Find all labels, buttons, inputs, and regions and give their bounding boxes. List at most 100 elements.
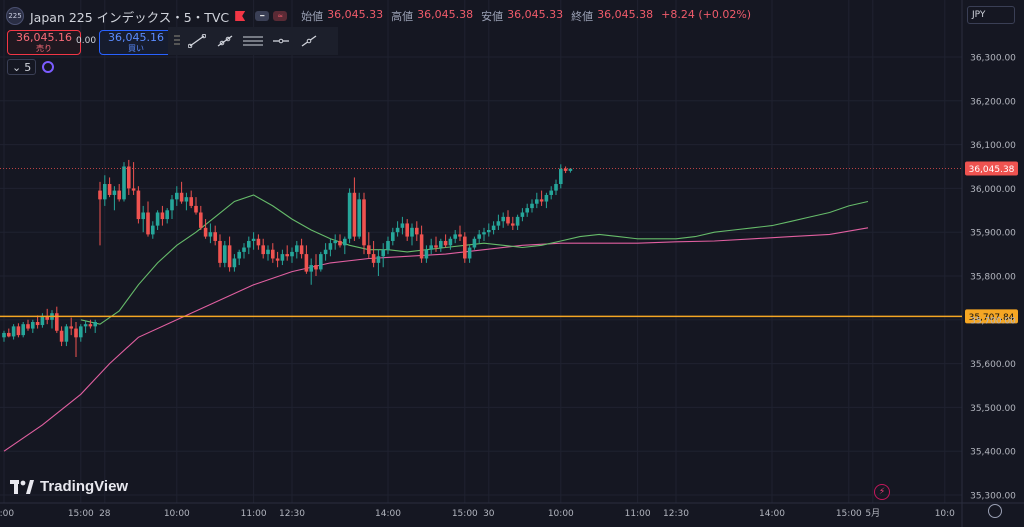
candle	[443, 234, 448, 248]
candle-body	[261, 245, 265, 255]
price-axis[interactable]: 36,300.00 36,200.00 36,100.00 36,000.00 35,9…	[970, 54, 1016, 502]
candle	[103, 175, 107, 206]
fib-icon[interactable]	[242, 32, 264, 50]
candle-body	[131, 188, 136, 191]
candle	[568, 168, 573, 173]
interval-dropdown[interactable]: ⌄ 5	[7, 59, 37, 75]
price-tick-label: 36,200.00	[970, 97, 1016, 107]
flag-icon[interactable]	[235, 11, 246, 21]
indicator-ring-icon[interactable]	[42, 61, 55, 73]
hline-price-label: 35,707.84	[969, 313, 1015, 323]
time-tick-label: 10:0	[935, 509, 955, 519]
currency-selector[interactable]: JPY	[967, 6, 1015, 24]
buy-button[interactable]: 36,045.16 買い	[99, 30, 173, 55]
candle	[333, 234, 337, 250]
candle-body	[530, 203, 534, 209]
candle-body	[11, 326, 16, 337]
candle	[170, 194, 174, 220]
candle-body	[151, 225, 155, 235]
minus-icon[interactable]: ━	[255, 11, 270, 21]
candle-body	[439, 240, 443, 248]
candle	[535, 192, 539, 209]
candle	[223, 240, 227, 268]
close-label: 終値	[571, 10, 594, 23]
candle	[295, 240, 299, 259]
candle	[208, 223, 213, 244]
candle-body	[237, 251, 241, 259]
candle	[131, 162, 136, 195]
candle	[463, 232, 467, 263]
candle	[112, 186, 117, 211]
horizontal-line[interactable]: 35,707.84	[0, 309, 1018, 324]
candle-body	[511, 223, 515, 226]
candle-body	[352, 192, 357, 237]
low-label: 安値	[481, 10, 504, 23]
candle	[290, 247, 294, 263]
brand-name: TradingView	[40, 478, 129, 495]
close-value: 36,045.38	[597, 8, 654, 21]
candle-body	[170, 199, 174, 211]
price-tick-label: 35,800.00	[970, 273, 1016, 283]
low-value: 36,045.33	[507, 8, 564, 21]
candle-body	[266, 249, 270, 255]
time-tick-label: 14:00	[375, 509, 401, 519]
candle	[381, 243, 385, 268]
trend-line-icon[interactable]	[186, 32, 208, 50]
candle-body	[40, 316, 45, 326]
candle-body	[165, 210, 169, 220]
candle-body	[415, 227, 419, 235]
candle-body	[525, 208, 529, 213]
candle	[160, 205, 165, 226]
candle-body	[69, 326, 73, 329]
ohlc-values: 始値 36,045.33 高値 36,045.38 安値 36,045.33 終値 36…	[301, 8, 755, 24]
candle-body	[333, 240, 337, 244]
candle	[343, 236, 347, 255]
extended-line-icon[interactable]	[298, 32, 320, 50]
candle	[55, 306, 59, 333]
candle	[539, 190, 544, 206]
price-tick-label: 35,300.00	[970, 492, 1016, 502]
time-axis[interactable]: 4:00 15:00 28 10:00 11:00 12:30 14:00 15:00 30 10…	[0, 508, 955, 519]
candle-body	[362, 199, 366, 246]
candle	[458, 225, 462, 241]
symbol-badge: 225	[6, 7, 24, 25]
candle-body	[434, 245, 438, 248]
price-tick-label: 36,300.00	[970, 54, 1016, 64]
candle	[491, 221, 496, 235]
ray-icon[interactable]	[214, 32, 236, 50]
candle	[275, 251, 280, 268]
candle	[266, 245, 270, 261]
candle-body	[496, 221, 501, 226]
change-value: +8.24 (+0.02%)	[661, 8, 752, 21]
candle-body	[242, 247, 246, 252]
brand-logo: TradingView	[10, 478, 128, 495]
wave-icon[interactable]: ≈	[273, 11, 288, 21]
candle	[352, 177, 357, 241]
time-tick-label: 12:30	[279, 509, 305, 519]
candle	[285, 245, 289, 261]
gear-icon[interactable]	[988, 504, 1002, 518]
candle	[391, 227, 395, 246]
symbol-title[interactable]: Japan 225 インデックス・5・TVC	[30, 9, 230, 25]
sell-button[interactable]: 36,045.16 売り	[7, 30, 81, 55]
horizontal-line-icon[interactable]	[270, 32, 292, 50]
candle	[405, 219, 409, 241]
candle	[194, 197, 198, 215]
candle-body	[122, 166, 126, 200]
candle	[299, 238, 304, 259]
high-label: 高値	[391, 10, 414, 23]
candle	[79, 324, 83, 342]
candle	[347, 188, 352, 244]
candle-body	[568, 168, 573, 171]
candle-body	[55, 313, 59, 331]
sell-price: 36,045.16	[16, 30, 72, 44]
candle	[179, 181, 184, 204]
drag-handle-icon[interactable]	[174, 35, 180, 47]
interval-label: 5	[24, 60, 32, 74]
lightning-icon[interactable]: ⚡	[874, 484, 890, 500]
candle	[453, 230, 457, 244]
candle	[419, 225, 424, 263]
candle	[314, 254, 318, 276]
candle-body	[155, 212, 160, 226]
